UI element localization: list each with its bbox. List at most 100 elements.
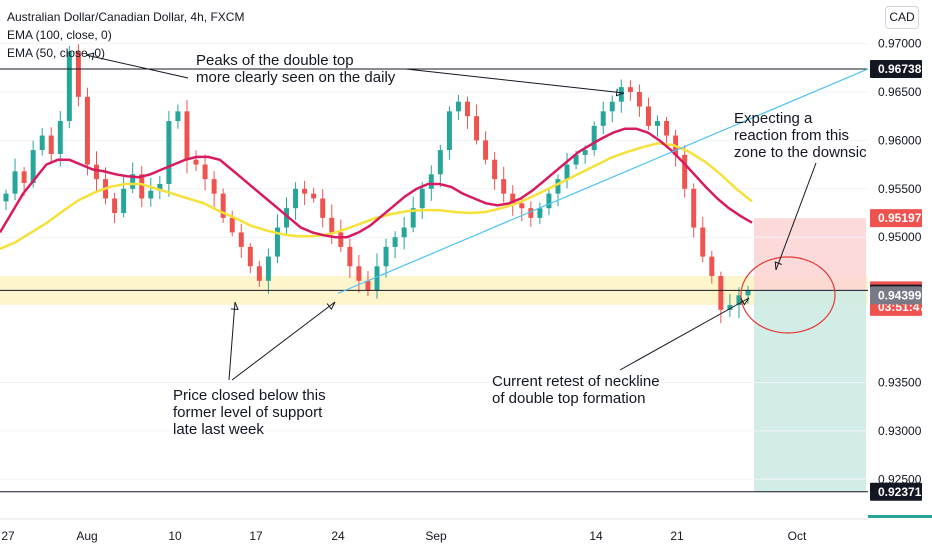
grid-layer: [0, 43, 868, 480]
arrow-to-retest: [619, 297, 750, 371]
candle: [501, 179, 507, 194]
candle: [347, 246, 353, 267]
candle: [202, 164, 208, 180]
candle: [392, 237, 398, 247]
candle: [329, 217, 335, 233]
candle: [546, 193, 552, 209]
y-tick-label: 0.97000: [878, 37, 922, 51]
candle: [455, 101, 461, 112]
candle: [112, 198, 118, 214]
candle: [736, 295, 742, 305]
candle: [274, 227, 280, 257]
candle: [555, 179, 561, 194]
candle: [419, 188, 425, 209]
price-label-box: [870, 59, 922, 78]
price-closed-note-line-1: Price closed below this: [173, 387, 326, 404]
candle: [492, 159, 498, 180]
x-tick-label: 21: [670, 529, 684, 543]
arrow-to-first-peak-head: [85, 52, 95, 61]
candle: [519, 203, 525, 209]
retest-note-line-1: Current retest of neckline: [492, 373, 660, 390]
price-label: 0.96738: [878, 62, 922, 76]
candle: [727, 304, 733, 310]
expecting-note-line-2: reaction from this: [734, 127, 850, 144]
candle: [600, 111, 606, 126]
lines-layer: [0, 52, 869, 493]
candle: [148, 190, 154, 199]
trendline: [337, 68, 869, 294]
peaks-note-line-2: more clearly seen on the daily: [196, 69, 396, 86]
candle: [537, 208, 543, 218]
candle: [374, 266, 380, 291]
candle: [229, 217, 235, 233]
candle: [691, 188, 697, 228]
candle: [745, 290, 751, 296]
candle: [247, 246, 253, 267]
expecting-note-line-1: Expecting a: [734, 110, 813, 127]
candle: [57, 121, 63, 154]
candle: [30, 150, 36, 183]
y-tick-label: 0.95500: [878, 182, 922, 196]
ema-50-legend[interactable]: EMA (50, close, 0): [7, 46, 106, 60]
price-labels-layer: 0.967380.951970.9445103:51:470.944180.94…: [870, 59, 926, 501]
candle: [3, 193, 9, 202]
arrow-to-august-low: [228, 301, 236, 381]
arrow-to-retest-head: [740, 297, 750, 306]
candle: [591, 125, 597, 151]
candle: [75, 51, 81, 97]
stop-loss-zone: [754, 218, 866, 291]
candle: [211, 179, 217, 194]
arrow-to-neckline-low: [231, 301, 336, 381]
currency-selector[interactable]: CAD: [885, 6, 919, 29]
candle: [437, 150, 443, 175]
candle: [184, 111, 190, 160]
price-label: 0.92371: [878, 485, 922, 499]
x-tick-label: 14: [589, 529, 603, 543]
candle: [564, 164, 570, 180]
reaction-ellipse: [740, 256, 836, 334]
candle: [528, 208, 534, 218]
candle: [636, 91, 642, 107]
arrow-to-first-peak: [85, 54, 189, 79]
price-label: 0.94399: [878, 288, 922, 302]
zones-layer: [0, 218, 868, 492]
candle: [682, 154, 688, 189]
ema-100-legend[interactable]: EMA (100, close, 0): [7, 28, 112, 42]
candle: [410, 208, 416, 228]
candle: [284, 208, 290, 228]
candle: [121, 188, 127, 214]
scale-marker: [868, 515, 932, 518]
axis-layer: 27 Aug 10 17 24 Sep 14 21 Oct 0.97000 0.96500 0.960…: [0, 37, 932, 543]
candle: [510, 193, 516, 204]
candle: [483, 140, 489, 160]
candle: [383, 246, 389, 267]
y-tick-label: 0.95000: [878, 230, 922, 244]
price-label-box: [870, 209, 922, 228]
peaks-note-line-1: Peaks of the double top: [196, 52, 354, 69]
candle: [709, 256, 715, 276]
price-label-box: [870, 482, 922, 501]
candle: [627, 87, 633, 92]
candle: [193, 159, 199, 165]
candle: [664, 121, 670, 136]
y-tick-label: 0.96500: [878, 85, 922, 99]
candle: [166, 121, 172, 184]
candle: [401, 227, 407, 238]
take-profit-zone: [754, 290, 866, 492]
candle: [175, 111, 181, 122]
arrow-to-neckline-low-head: [326, 301, 336, 311]
candle: [356, 266, 362, 281]
y-tick-label: 0.93500: [878, 375, 922, 389]
candle: [256, 266, 262, 281]
price-closed-note-line-2: former level of support: [173, 404, 323, 421]
candle: [84, 96, 90, 165]
arrow-to-second-peak-head: [615, 88, 625, 97]
x-tick-label: 24: [331, 529, 345, 543]
candle: [338, 232, 344, 247]
candle: [39, 135, 45, 151]
x-tick-label: 10: [168, 529, 182, 543]
expecting-note-line-3: zone to the downsic: [734, 144, 867, 161]
candle: [655, 121, 661, 126]
x-tick-label: Aug: [76, 529, 97, 543]
